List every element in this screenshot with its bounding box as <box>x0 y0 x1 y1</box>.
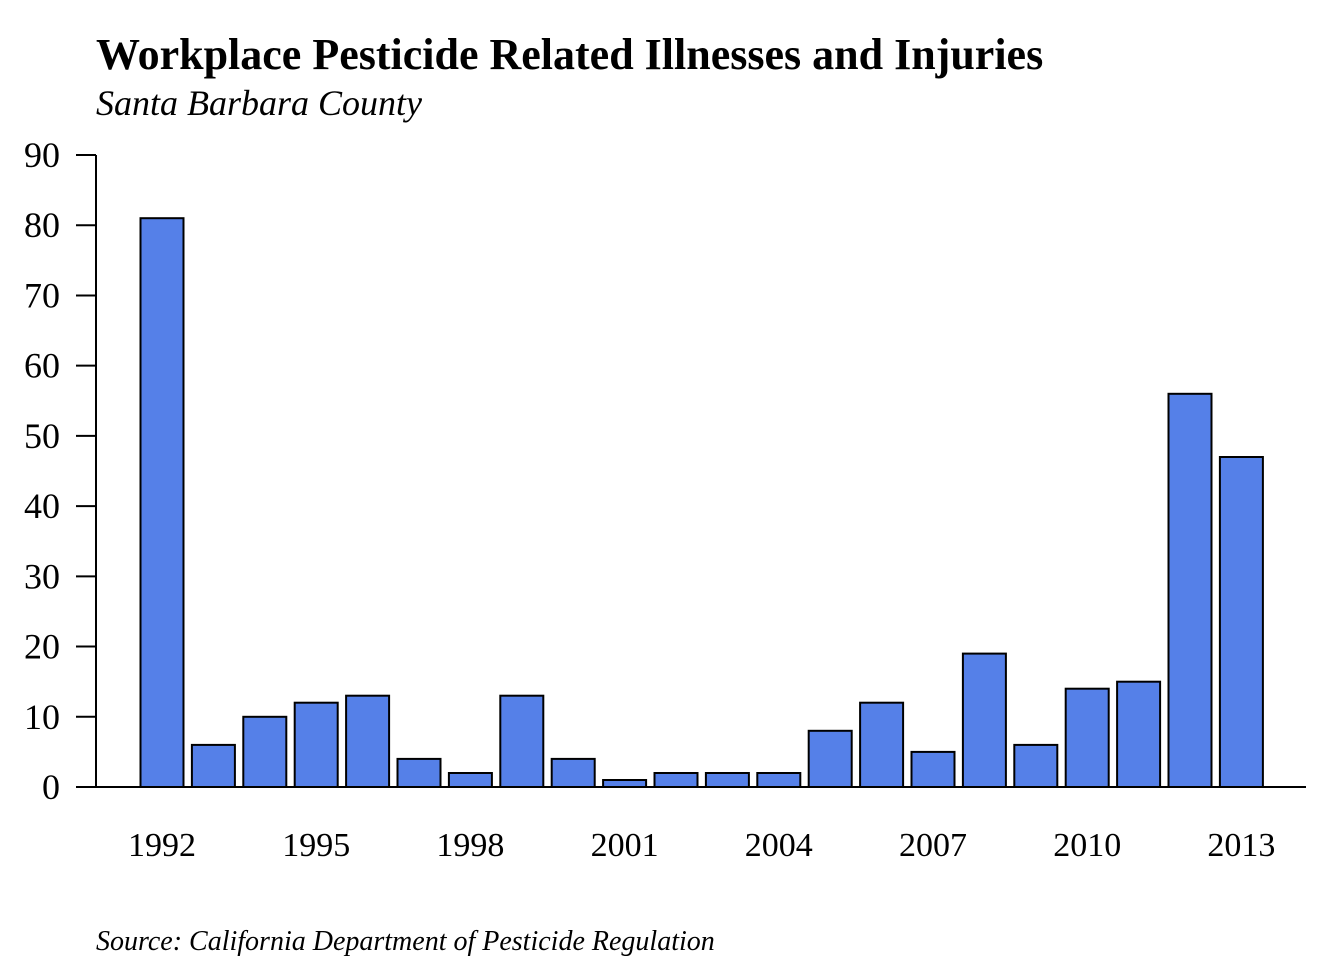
bar-2004 <box>756 772 802 788</box>
chart-source: Source: California Department of Pestici… <box>96 926 715 957</box>
chart-title: Workplace Pesticide Related Illnesses an… <box>96 30 1044 79</box>
bars-group <box>139 217 1264 789</box>
bar-1998 <box>447 772 493 788</box>
y-tick-label: 50 <box>24 416 60 456</box>
y-ticks-group: 0 10 20 30 40 50 60 70 80 90 <box>24 135 96 807</box>
bar-1995 <box>293 701 339 789</box>
bar-2007 <box>910 750 956 789</box>
y-tick-label: 30 <box>24 556 60 596</box>
bar-1997 <box>396 757 442 789</box>
bar-1999 <box>499 694 545 789</box>
bar-2008 <box>961 652 1007 788</box>
x-ticks-group: 1992 1995 1998 2001 2004 2007 2010 2013 <box>128 827 1275 864</box>
y-tick-label: 20 <box>24 627 60 667</box>
y-tick-label: 40 <box>24 486 60 526</box>
bar-2001 <box>602 779 648 788</box>
bar-2013 <box>1218 456 1264 788</box>
bar-2003 <box>704 772 750 788</box>
y-tick-label: 80 <box>24 205 60 245</box>
bar-1994 <box>242 715 288 788</box>
y-tick-label: 0 <box>42 767 60 807</box>
bar-2011 <box>1116 680 1162 789</box>
x-tick-label: 1995 <box>282 827 350 864</box>
bar-2009 <box>1013 743 1059 789</box>
x-tick-label: 2001 <box>591 827 659 864</box>
x-tick-label: 2013 <box>1207 827 1275 864</box>
axes-group <box>95 155 1306 788</box>
y-tick-label: 60 <box>24 346 60 386</box>
x-tick-label: 2004 <box>745 827 813 864</box>
bar-2002 <box>653 772 699 788</box>
y-tick-label: 70 <box>24 275 60 315</box>
y-tick-label: 90 <box>24 135 60 175</box>
x-tick-label: 2007 <box>899 827 967 864</box>
bar-2005 <box>807 729 853 788</box>
x-tick-label: 2010 <box>1053 827 1121 864</box>
bar-2010 <box>1064 687 1110 789</box>
bar-1993 <box>190 743 236 789</box>
bar-1996 <box>345 694 391 789</box>
bar-2012 <box>1167 392 1213 788</box>
chart-subtitle: Santa Barbara County <box>96 83 423 123</box>
x-tick-label: 1992 <box>128 827 196 864</box>
x-tick-label: 1998 <box>436 827 504 864</box>
bar-1992 <box>139 217 185 788</box>
bar-2000 <box>550 757 596 789</box>
y-tick-label: 10 <box>24 697 60 737</box>
bar-2006 <box>859 701 905 789</box>
